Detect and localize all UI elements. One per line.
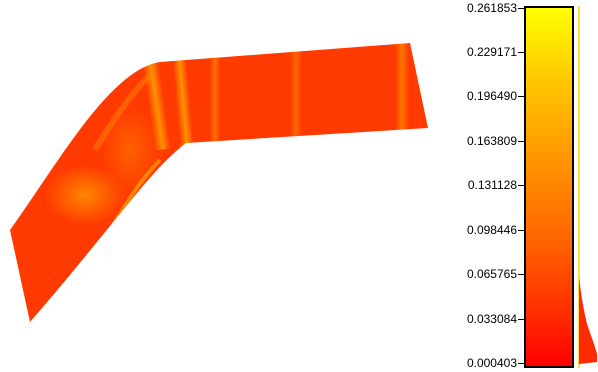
colorbar-tick-mark [518, 230, 524, 231]
colorbar-tick-mark [518, 96, 524, 97]
colorbar-tick-mark [518, 363, 524, 364]
hotspot-region [45, 165, 125, 225]
colorbar-tick-label: 0.131128 [467, 178, 517, 192]
flow-streak [141, 54, 171, 151]
colorbar-tick-label: 0.163809 [466, 134, 517, 148]
colorbar-legend[interactable] [524, 6, 574, 368]
colorbar-tick-label: 0.261853 [466, 1, 517, 15]
colorbar-tick-mark [518, 52, 524, 53]
colorbar-tick-label: 0.098446 [466, 223, 517, 237]
colorbar-tick-mark [518, 319, 524, 320]
value-distribution-histogram [578, 6, 597, 368]
colorbar-tick-mark [518, 8, 524, 9]
histogram-distribution [579, 276, 597, 364]
flow-streak [290, 45, 302, 140]
flow-streak [171, 49, 195, 151]
colorbar-tick-label: 0.033084 [466, 312, 517, 326]
flow-streak [210, 48, 220, 143]
colorbar-tick-mark [518, 141, 524, 142]
hotspot-region [100, 105, 160, 195]
colorbar-tick-label: 0.000403 [466, 356, 517, 370]
colorbar-tick-mark [518, 185, 524, 186]
colorbar-tick-label: 0.065765 [466, 267, 517, 281]
flow-streak [395, 43, 409, 132]
colorbar-tick-mark [518, 274, 524, 275]
flow-streak [92, 72, 153, 152]
colorbar-tick-label: 0.196490 [466, 89, 517, 103]
colorbar-tick-label: 0.229171 [466, 45, 517, 59]
